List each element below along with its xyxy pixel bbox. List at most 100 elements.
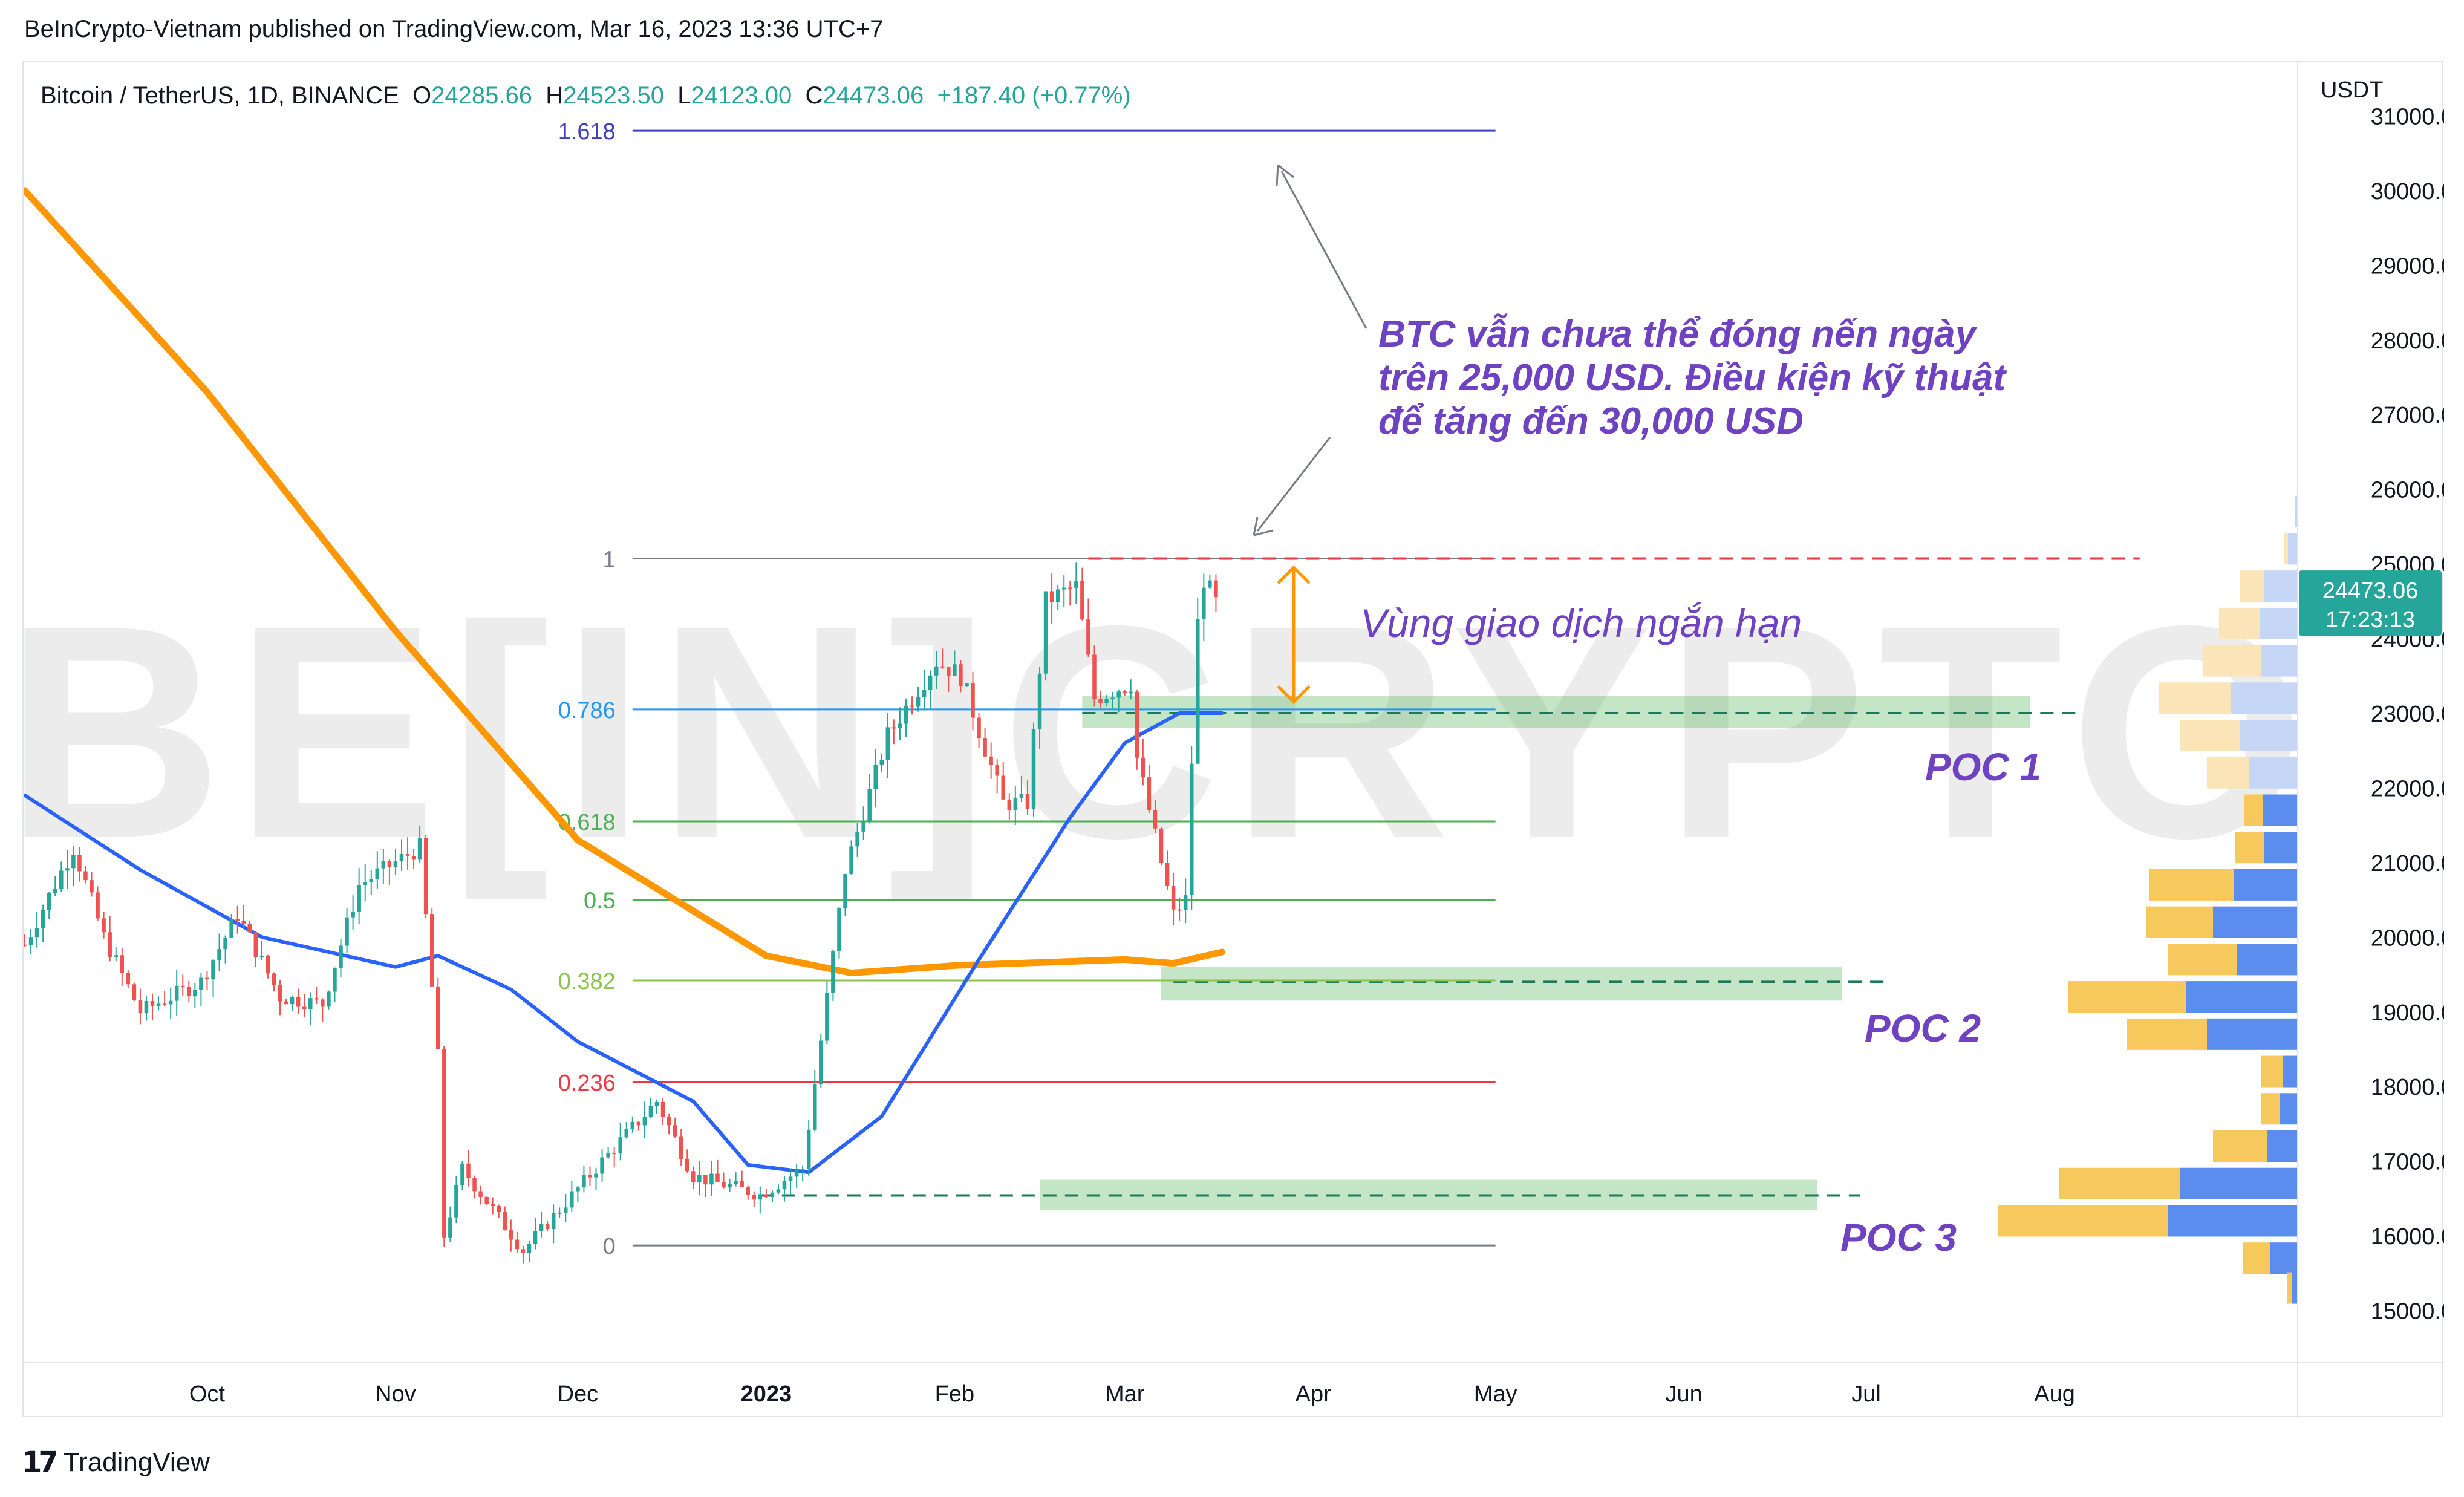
candle-body	[812, 1084, 817, 1130]
poc-zone-2[interactable]	[1161, 967, 1842, 1001]
y-axis-tick-label: 17000.00	[2371, 1150, 2444, 1175]
candle-body	[24, 944, 27, 946]
candle-body	[1037, 673, 1042, 730]
candle-body	[582, 1175, 586, 1188]
candle-body	[594, 1173, 598, 1178]
candle-body	[831, 951, 835, 993]
candle-body	[1055, 589, 1060, 602]
x-axis-tick-label: Jun	[1665, 1381, 1702, 1407]
tradingview-footer[interactable]: 17 TradingView	[22, 1444, 210, 1481]
legend-open-label: O	[412, 82, 431, 109]
candle-body	[1135, 691, 1139, 758]
y-axis-tick-label: 19000.00	[2371, 1000, 2444, 1026]
volume-profile-bar-up	[2267, 1130, 2298, 1162]
candle-body	[460, 1163, 464, 1186]
y-axis-tick-label: 21000.00	[2371, 851, 2444, 876]
range-arrow-head-bottom	[1277, 685, 1311, 705]
candle-body	[235, 918, 240, 921]
chart-frame[interactable]: BE[IN]CRYPTO 1.618 1 0.786 0.618 0.5 0.382 0.2…	[22, 61, 2444, 1418]
volume-profile-bar-up	[2213, 906, 2298, 938]
candle-body	[47, 893, 51, 910]
candle-body	[667, 1117, 671, 1126]
legend-change: +187.40 (+0.77%)	[937, 82, 1130, 109]
x-axis-tick-label: Apr	[1296, 1381, 1331, 1407]
x-axis-tick-label: 2023	[741, 1381, 792, 1407]
poc-zone-3[interactable]	[1040, 1179, 1818, 1210]
candle-body	[423, 838, 428, 915]
candle-body	[168, 1000, 173, 1005]
candle-body	[351, 912, 355, 918]
candle-body	[150, 1001, 155, 1006]
volume-profile-bar-down	[2203, 645, 2261, 677]
volume-profile-bar-up	[2207, 1018, 2298, 1050]
candle-body	[782, 1181, 787, 1190]
volume-profile-bar-down	[1998, 1205, 2168, 1237]
candle-body	[1116, 691, 1121, 698]
candle-body	[1110, 697, 1115, 699]
candle-body	[132, 984, 137, 1000]
candle-body	[1025, 794, 1030, 809]
candle-body	[1147, 777, 1152, 810]
poc-label-3: POC 3	[1840, 1216, 1957, 1259]
candle-body	[399, 853, 404, 862]
x-axis-tick-label: Aug	[2034, 1381, 2075, 1407]
candle-body	[503, 1212, 507, 1230]
volume-profile-bar-down	[2261, 1093, 2280, 1125]
current-price-label: 24473.06	[2322, 578, 2419, 604]
candle-body	[995, 765, 999, 776]
price-chart[interactable]: BE[IN]CRYPTO 1.61810.7860.6180.50.3820.2…	[24, 62, 2444, 1418]
volume-profile-bar-down	[2127, 1018, 2207, 1050]
y-axis-tick-label: 28000.00	[2371, 328, 2444, 354]
volume-profile-bar-down	[2146, 906, 2213, 938]
candle-body	[229, 918, 233, 938]
fib-level-label: 0.786	[558, 698, 616, 723]
symbol-legend[interactable]: Bitcoin / TetherUS, 1D, BINANCE O24285.6…	[41, 82, 1131, 109]
candle-body	[1123, 691, 1127, 693]
candle-body	[1043, 591, 1048, 674]
candle-body	[308, 998, 313, 1010]
candle-body	[515, 1239, 520, 1250]
current-price-badge[interactable]	[2299, 570, 2442, 636]
y-axis-unit: USDT	[2321, 77, 2383, 103]
volume-profile-bar-up	[2263, 794, 2298, 826]
candle-body	[1068, 587, 1072, 589]
candle-body	[861, 821, 865, 832]
candle-body	[387, 861, 392, 867]
candle-body	[728, 1184, 732, 1188]
candle-body	[114, 955, 118, 957]
candle-body	[1061, 587, 1066, 590]
candle-body	[910, 705, 914, 707]
candle-body	[223, 938, 227, 950]
y-axis-tick-label: 26000.00	[2371, 478, 2444, 503]
candle-body	[989, 756, 993, 766]
ma-200-line[interactable]	[24, 187, 1225, 977]
candle-body	[138, 1000, 143, 1014]
candle-body	[302, 1006, 307, 1010]
volume-profile-bar-down	[2284, 533, 2288, 565]
candle-body	[199, 977, 203, 990]
candle-body	[734, 1181, 738, 1184]
volume-profile-bar-down	[2168, 944, 2237, 976]
volume-profile-bar-down	[2243, 1242, 2270, 1274]
candle-body	[393, 861, 398, 867]
candle-body	[800, 1169, 805, 1170]
candle-body	[375, 868, 380, 879]
candle-body	[77, 855, 82, 872]
volume-profile-bar-down	[2261, 1055, 2283, 1088]
candle-body	[345, 917, 349, 946]
candle-body	[934, 666, 939, 676]
y-axis-tick-label: 18000.00	[2371, 1075, 2444, 1100]
tradingview-logo-icon: 17	[22, 1446, 59, 1479]
ma-50-line[interactable]	[24, 711, 1224, 1175]
candle-body	[533, 1231, 538, 1244]
candle-body	[825, 993, 829, 1041]
candle-body	[564, 1207, 568, 1213]
volume-profile-bar-up	[2249, 757, 2298, 789]
candle-body	[904, 705, 908, 724]
volume-profile-bar-up	[2168, 1205, 2298, 1237]
candle-body	[472, 1178, 477, 1192]
volume-profile-bar-up	[2295, 495, 2298, 527]
candle-body	[545, 1224, 550, 1230]
candle-body	[1001, 775, 1006, 800]
candle-body	[703, 1175, 708, 1185]
